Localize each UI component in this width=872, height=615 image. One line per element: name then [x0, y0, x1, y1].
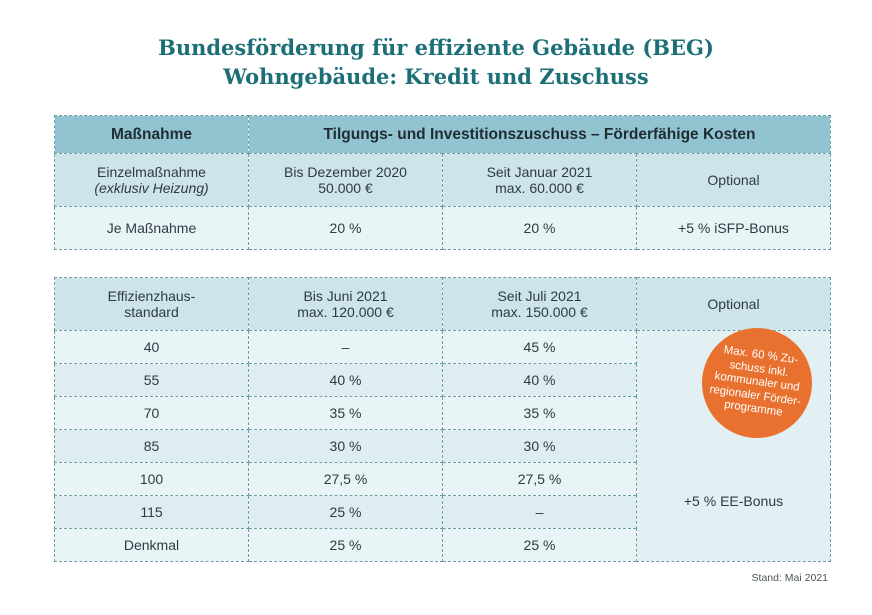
cell-bis-dezember-value: 20 %: [248, 206, 443, 250]
cell-je-massnahme: Je Maßnahme: [54, 206, 249, 250]
seit-juli-label: Seit Juli 2021: [497, 288, 582, 304]
exklusiv-heizung-label: (exklusiv Heizung): [94, 180, 209, 196]
cell-bis-juni: 25 %: [248, 528, 443, 562]
seit-januar-label: Seit Januar 2021: [486, 164, 593, 180]
header-massnahme: Maßnahme: [54, 115, 249, 154]
bis-juni-label: Bis Juni 2021: [303, 288, 388, 304]
cell-seit-januar-value: 20 %: [442, 206, 637, 250]
cell-standard: 40: [54, 330, 249, 364]
bis-dezember-label: Bis Dezember 2020: [284, 164, 407, 180]
cell-standard: 85: [54, 429, 249, 463]
cell-bis-juni: 25 %: [248, 495, 443, 529]
ee-bonus-text: +5 % EE-Bonus: [683, 493, 784, 509]
table1-subheader-row: Einzelmaßnahme (exklusiv Heizung) Bis De…: [54, 153, 831, 207]
cell-seit-juli: 30 %: [442, 429, 637, 463]
subheader-bis-dezember-2020: Bis Dezember 2020 50.000 €: [248, 153, 443, 207]
bis-dezember-amount: 50.000 €: [318, 180, 373, 196]
subheader-einzelmassnahme: Einzelmaßnahme (exklusiv Heizung): [54, 153, 249, 207]
page-title: Bundesförderung für effiziente Gebäude (…: [0, 33, 872, 91]
table1-row-je-massnahme: Je Maßnahme 20 % 20 % +5 % iSFP-Bonus: [54, 206, 831, 250]
cell-standard: Denkmal: [54, 528, 249, 562]
table-row: 115 25 % –: [54, 495, 831, 529]
header-bis-juni-2021: Bis Juni 2021 max. 120.000 €: [248, 277, 443, 331]
effizienzhaus-label-2: standard: [124, 304, 179, 320]
cell-bis-juni: 27,5 %: [248, 462, 443, 496]
header-optional: Optional: [636, 277, 831, 331]
subheader-seit-januar-2021: Seit Januar 2021 max. 60.000 €: [442, 153, 637, 207]
table-row: 55 40 % 40 %: [54, 363, 831, 397]
header-effizienzhausstandard: Effizienzhaus- standard: [54, 277, 249, 331]
cell-standard: 115: [54, 495, 249, 529]
cell-isfp-bonus: +5 % iSFP-Bonus: [636, 206, 831, 250]
seit-januar-amount: max. 60.000 €: [495, 180, 584, 196]
cell-standard: 70: [54, 396, 249, 430]
cell-bis-juni: 30 %: [248, 429, 443, 463]
header-tilgungszuschuss: Tilgungs- und Investitionszuschuss – För…: [248, 115, 831, 154]
title-line-1: Bundesförderung für effiziente Gebäude (…: [158, 35, 714, 60]
effizienzhaus-label-1: Effizienzhaus-: [107, 288, 196, 304]
effizienzhaus-table: Effizienzhaus- standard Bis Juni 2021 ma…: [54, 277, 831, 562]
header-seit-juli-2021: Seit Juli 2021 max. 150.000 €: [442, 277, 637, 331]
cell-bis-juni: 40 %: [248, 363, 443, 397]
cell-seit-juli: –: [442, 495, 637, 529]
cell-bis-juni: –: [248, 330, 443, 364]
table2-header-row: Effizienzhaus- standard Bis Juni 2021 ma…: [54, 277, 831, 331]
title-line-2: Wohngebäude: Kredit und Zuschuss: [223, 64, 649, 89]
badge-text: Max. 60 % Zu- schuss inkl. kommunaler un…: [707, 343, 808, 423]
cell-bis-juni: 35 %: [248, 396, 443, 430]
cell-seit-juli: 27,5 %: [442, 462, 637, 496]
cell-seit-juli: 35 %: [442, 396, 637, 430]
einzelmassnahme-label: Einzelmaßnahme: [97, 164, 206, 180]
cell-seit-juli: 40 %: [442, 363, 637, 397]
seit-juli-amount: max. 150.000 €: [491, 304, 588, 320]
cell-standard: 100: [54, 462, 249, 496]
cell-standard: 55: [54, 363, 249, 397]
einzelmassnahmen-table: Maßnahme Tilgungs- und Investitionszusch…: [54, 115, 831, 250]
cell-seit-juli: 25 %: [442, 528, 637, 562]
cell-seit-juli: 45 %: [442, 330, 637, 364]
bis-juni-amount: max. 120.000 €: [297, 304, 394, 320]
table-row: Denkmal 25 % 25 %: [54, 528, 831, 562]
stand-date: Stand: Mai 2021: [751, 572, 828, 584]
table-row: 40 – 45 % +5 % EE-Bonus: [54, 330, 831, 562]
subheader-optional: Optional: [636, 153, 831, 207]
table1-header-row: Maßnahme Tilgungs- und Investitionszusch…: [54, 115, 831, 154]
table-row: 85 30 % 30 %: [54, 429, 831, 463]
